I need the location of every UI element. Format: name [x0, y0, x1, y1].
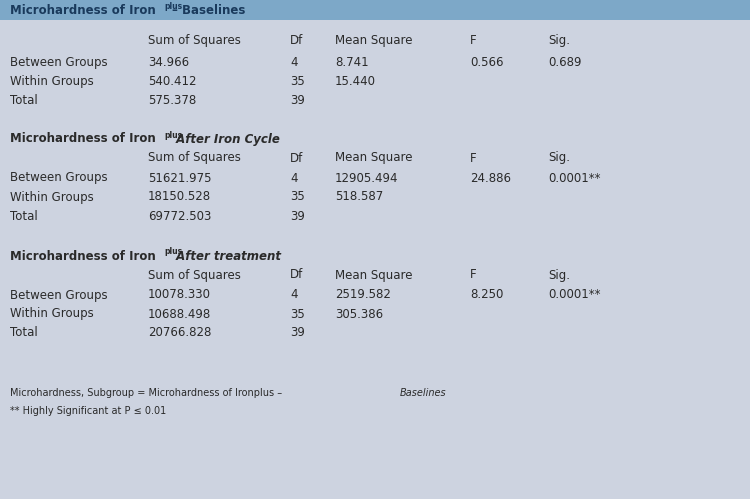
Text: 39: 39 — [290, 326, 304, 339]
Text: F: F — [470, 33, 477, 46]
Text: Within Groups: Within Groups — [10, 191, 94, 204]
Text: 18150.528: 18150.528 — [148, 191, 211, 204]
Text: 0.0001**: 0.0001** — [548, 172, 601, 185]
Text: Sum of Squares: Sum of Squares — [148, 268, 241, 281]
Text: Between Groups: Between Groups — [10, 288, 108, 301]
Text: 4: 4 — [290, 55, 298, 68]
Text: After Iron Cycle: After Iron Cycle — [172, 133, 280, 146]
Text: 12905.494: 12905.494 — [335, 172, 398, 185]
Bar — [0, 0, 750, 20]
Text: Between Groups: Between Groups — [10, 172, 108, 185]
Text: Sig.: Sig. — [548, 152, 570, 165]
Text: Total: Total — [10, 210, 38, 223]
Text: Between Groups: Between Groups — [10, 55, 108, 68]
Text: Df: Df — [290, 152, 303, 165]
Text: 15.440: 15.440 — [335, 74, 376, 87]
Text: Mean Square: Mean Square — [335, 152, 412, 165]
Text: plus: plus — [164, 1, 182, 10]
Text: Microhardness, Subgroup = Microhardness of Ironplus –: Microhardness, Subgroup = Microhardness … — [10, 388, 285, 398]
Text: Mean Square: Mean Square — [335, 33, 412, 46]
Text: Within Groups: Within Groups — [10, 74, 94, 87]
Text: 35: 35 — [290, 307, 304, 320]
Text: 4: 4 — [290, 288, 298, 301]
Text: 69772.503: 69772.503 — [148, 210, 211, 223]
Text: 20766.828: 20766.828 — [148, 326, 211, 339]
Text: 51621.975: 51621.975 — [148, 172, 211, 185]
Text: ** Highly Significant at P ≤ 0.01: ** Highly Significant at P ≤ 0.01 — [10, 406, 166, 416]
Text: 305.386: 305.386 — [335, 307, 383, 320]
Text: 2519.582: 2519.582 — [335, 288, 391, 301]
Text: F: F — [470, 152, 477, 165]
Text: Df: Df — [290, 268, 303, 281]
Text: Microhardness of Iron: Microhardness of Iron — [10, 133, 156, 146]
Text: 39: 39 — [290, 93, 304, 106]
Text: – Baselines: – Baselines — [172, 3, 245, 16]
Text: Sum of Squares: Sum of Squares — [148, 33, 241, 46]
Text: Microhardness of Iron: Microhardness of Iron — [10, 3, 156, 16]
Text: 8.250: 8.250 — [470, 288, 503, 301]
Text: After treatment: After treatment — [172, 250, 281, 262]
Text: Df: Df — [290, 33, 303, 46]
Text: 35: 35 — [290, 191, 304, 204]
Text: 4: 4 — [290, 172, 298, 185]
Text: Sig.: Sig. — [548, 268, 570, 281]
Text: Mean Square: Mean Square — [335, 268, 412, 281]
Text: Microhardness of Iron: Microhardness of Iron — [10, 250, 156, 262]
Text: Baselines: Baselines — [400, 388, 447, 398]
Text: Within Groups: Within Groups — [10, 307, 94, 320]
Text: 34.966: 34.966 — [148, 55, 189, 68]
Text: 575.378: 575.378 — [148, 93, 196, 106]
Text: Total: Total — [10, 93, 38, 106]
Text: 0.566: 0.566 — [470, 55, 503, 68]
Text: 8.741: 8.741 — [335, 55, 369, 68]
Text: 518.587: 518.587 — [335, 191, 383, 204]
Text: 35: 35 — [290, 74, 304, 87]
Text: Sum of Squares: Sum of Squares — [148, 152, 241, 165]
Text: 39: 39 — [290, 210, 304, 223]
Text: 24.886: 24.886 — [470, 172, 511, 185]
Text: plus: plus — [164, 248, 182, 256]
Text: 10688.498: 10688.498 — [148, 307, 211, 320]
Text: plus: plus — [164, 131, 182, 140]
Text: 0.0001**: 0.0001** — [548, 288, 601, 301]
Text: 540.412: 540.412 — [148, 74, 196, 87]
Text: Total: Total — [10, 326, 38, 339]
Text: 0.689: 0.689 — [548, 55, 581, 68]
Text: Sig.: Sig. — [548, 33, 570, 46]
Text: 10078.330: 10078.330 — [148, 288, 211, 301]
Text: F: F — [470, 268, 477, 281]
